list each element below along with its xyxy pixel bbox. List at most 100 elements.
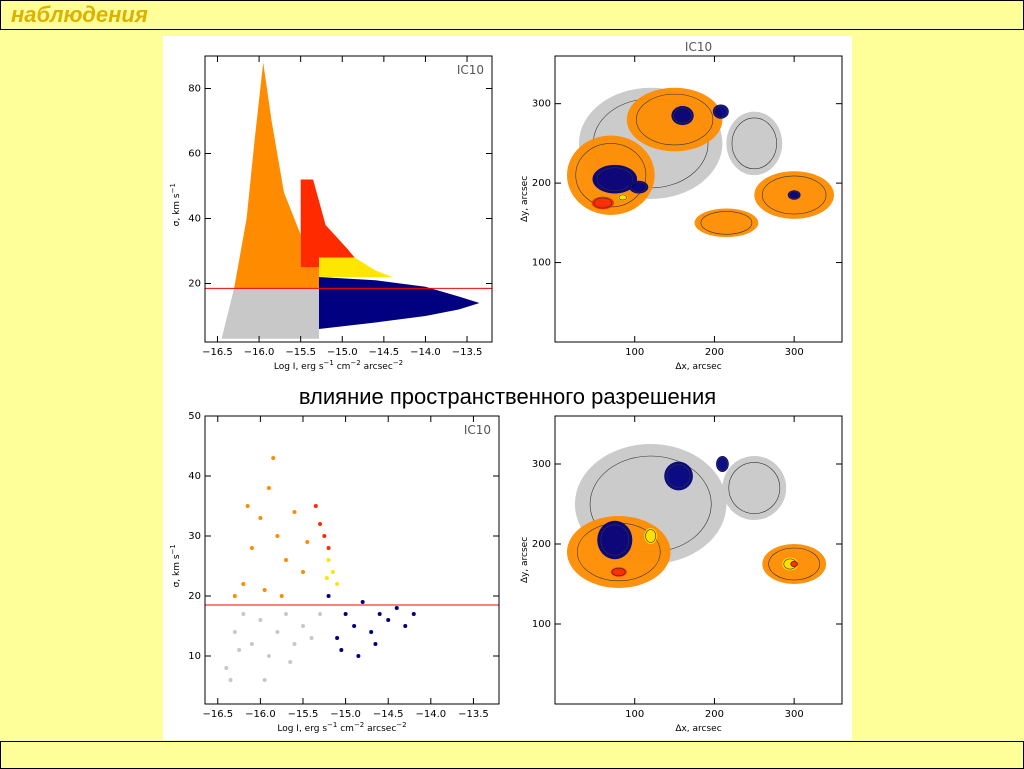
contour-line xyxy=(700,211,753,235)
contour-line xyxy=(630,181,647,193)
scatter-point-navy xyxy=(352,624,357,628)
emission-region-orange xyxy=(694,208,759,238)
density-region-navy xyxy=(319,277,480,329)
contour-line xyxy=(717,457,728,471)
contour-line xyxy=(731,117,777,170)
scatter-point-orange xyxy=(241,582,246,586)
scatter-2-xtick-label: −13.5 xyxy=(458,709,489,720)
y-axis-label-part: −1 xyxy=(169,544,177,554)
scatter-marks-0 xyxy=(221,62,480,339)
scatter-0-xtick-label: −13.5 xyxy=(452,347,483,358)
scatter-0-xtick-label: −15.0 xyxy=(327,347,358,358)
contour-line xyxy=(600,524,630,556)
scatter-point-orange xyxy=(245,504,250,508)
x-axis-label-part: −2 xyxy=(396,721,406,729)
x-axis-label-part: cm xyxy=(334,362,351,372)
scatter-point-gray xyxy=(266,654,271,658)
figure-panel: −16.5 −16.0 −15.5 −15.0 −14.5 −14.0 −13.5 20 40 6… xyxy=(163,36,852,740)
x-axis-label-part: −1 xyxy=(324,359,334,367)
y-axis-label: Δy, arcsec xyxy=(520,537,530,583)
x-axis-label-part: cm xyxy=(337,724,354,734)
scatter-point-gray xyxy=(224,666,229,670)
scatter-2-xtick-label: −14.0 xyxy=(415,709,446,720)
scatter-point-gray xyxy=(275,630,280,634)
emission-region-red xyxy=(610,567,627,577)
contour-line xyxy=(673,107,692,124)
map-3-ytick-label: 100 xyxy=(532,619,551,630)
scatter-point-navy xyxy=(356,654,361,658)
scatter-point-gray xyxy=(318,612,323,616)
scatter-point-orange xyxy=(292,510,297,514)
scatter-panel-2: −16.5 −16.0 −15.5 −15.0 −14.5 −14.0 −13.5 10 20 3… xyxy=(169,411,500,734)
y-axis-label: σ, km s−1 xyxy=(169,544,182,587)
scatter-0-ytick-label: 20 xyxy=(188,279,201,290)
scatter-point-gray xyxy=(228,678,233,682)
scatter-point-red xyxy=(313,504,318,508)
contour-line xyxy=(645,529,657,543)
scatter-2-ytick-label: 20 xyxy=(188,591,201,602)
map-marks-3 xyxy=(566,444,827,588)
scatter-point-gray xyxy=(241,612,246,616)
scatter-point-navy xyxy=(369,630,374,634)
map-1-xtick-label: 200 xyxy=(705,347,724,358)
emission-region-gray xyxy=(722,456,787,520)
scatter-point-orange xyxy=(266,486,271,490)
x-axis-label: Log I, erg s−1 cm−2 arcsec−2 xyxy=(277,721,406,734)
map-3-ytick-label: 200 xyxy=(532,539,551,550)
scatter-point-orange xyxy=(301,570,305,574)
emission-region-yellow xyxy=(617,194,628,201)
density-region-orange xyxy=(234,62,319,289)
slide-footer-bar xyxy=(0,741,1024,769)
scatter-2-xtick-label: −14.5 xyxy=(373,709,404,720)
contour-line xyxy=(593,197,613,209)
scatter-point-gray xyxy=(249,642,254,646)
scatter-0-xtick-label: −14.5 xyxy=(369,347,400,358)
scatter-point-navy xyxy=(411,612,416,616)
scatter-point-orange xyxy=(271,456,276,460)
scatter-0-ytick-label: 80 xyxy=(188,84,201,95)
emission-region-navy xyxy=(664,461,693,491)
scatter-2-ytick-label: 10 xyxy=(188,651,201,662)
scatter-point-navy xyxy=(343,612,348,616)
y-axis-label-part: σ, km s xyxy=(172,193,182,226)
scatter-point-navy xyxy=(339,648,344,652)
slide-title-bar: наблюдения xyxy=(0,0,1024,30)
emission-region-navy xyxy=(629,180,649,194)
y-axis-label-part: −1 xyxy=(169,183,177,193)
scatter-point-navy xyxy=(386,618,391,622)
scatter-2-xtick-label: −16.5 xyxy=(202,709,233,720)
contour-line xyxy=(612,567,626,577)
emission-region-navy xyxy=(716,456,729,472)
x-axis-label-part: −1 xyxy=(327,721,337,729)
scatter-point-navy xyxy=(377,612,382,616)
contour-line xyxy=(728,462,781,514)
scatter-0-frame xyxy=(204,55,493,343)
contour-line xyxy=(666,464,691,488)
emission-region-navy xyxy=(592,164,638,194)
scatter-point-orange xyxy=(305,540,310,544)
map-3-ytick-label: 300 xyxy=(532,459,551,470)
y-axis-label: Δy, arcsec xyxy=(520,176,530,222)
scatter-point-yellow xyxy=(330,570,335,574)
map-panel-3: 100 200 300 100 200 300 Δx, arcsec Δy, arcsec xyxy=(520,415,843,734)
contour-line xyxy=(596,167,633,191)
map-3-xtick-label: 100 xyxy=(625,709,644,720)
y-axis-label: σ, km s−1 xyxy=(169,183,182,226)
contour-line xyxy=(636,93,714,146)
scatter-point-gray xyxy=(262,678,267,682)
scatter-panel-0: −16.5 −16.0 −15.5 −15.0 −14.5 −14.0 −13.5 20 40 6… xyxy=(169,55,493,372)
scatter-point-navy xyxy=(373,642,378,646)
scatter-2-ytick-label: 30 xyxy=(188,531,201,542)
scatter-point-navy xyxy=(403,624,408,628)
emission-region-navy xyxy=(597,520,633,560)
map-marks-1 xyxy=(566,87,835,238)
x-axis-label-part: arcsec xyxy=(361,362,393,372)
scatter-marks-2 xyxy=(224,456,416,682)
density-region-red xyxy=(300,179,355,268)
x-axis-label-part: −2 xyxy=(350,359,360,367)
x-axis-label-part: arcsec xyxy=(364,724,396,734)
scatter-0-ytick-label: 40 xyxy=(188,214,201,225)
contour-line xyxy=(618,194,627,201)
x-axis-label-part: −2 xyxy=(354,721,364,729)
scatter-point-gray xyxy=(309,636,314,640)
